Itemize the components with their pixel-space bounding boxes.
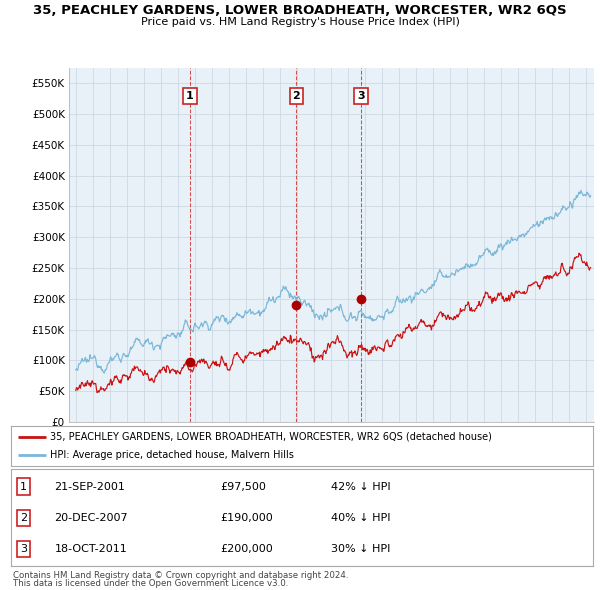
Text: 18-OCT-2011: 18-OCT-2011 [55, 544, 127, 554]
Text: 35, PEACHLEY GARDENS, LOWER BROADHEATH, WORCESTER, WR2 6QS: 35, PEACHLEY GARDENS, LOWER BROADHEATH, … [33, 4, 567, 17]
Text: 1: 1 [186, 91, 194, 101]
Text: 20-DEC-2007: 20-DEC-2007 [55, 513, 128, 523]
Text: 21-SEP-2001: 21-SEP-2001 [55, 481, 125, 491]
Text: 2: 2 [292, 91, 300, 101]
Text: 3: 3 [357, 91, 365, 101]
Text: £97,500: £97,500 [220, 481, 266, 491]
Text: Price paid vs. HM Land Registry's House Price Index (HPI): Price paid vs. HM Land Registry's House … [140, 17, 460, 27]
Text: 42% ↓ HPI: 42% ↓ HPI [331, 481, 391, 491]
Text: 1: 1 [20, 481, 27, 491]
Text: HPI: Average price, detached house, Malvern Hills: HPI: Average price, detached house, Malv… [50, 450, 294, 460]
Text: £190,000: £190,000 [220, 513, 273, 523]
Text: £200,000: £200,000 [220, 544, 273, 554]
Text: 3: 3 [20, 544, 27, 554]
Text: This data is licensed under the Open Government Licence v3.0.: This data is licensed under the Open Gov… [13, 579, 289, 588]
Text: 2: 2 [20, 513, 27, 523]
Text: 40% ↓ HPI: 40% ↓ HPI [331, 513, 391, 523]
Text: Contains HM Land Registry data © Crown copyright and database right 2024.: Contains HM Land Registry data © Crown c… [13, 571, 349, 579]
Text: 30% ↓ HPI: 30% ↓ HPI [331, 544, 390, 554]
Text: 35, PEACHLEY GARDENS, LOWER BROADHEATH, WORCESTER, WR2 6QS (detached house): 35, PEACHLEY GARDENS, LOWER BROADHEATH, … [50, 432, 492, 442]
